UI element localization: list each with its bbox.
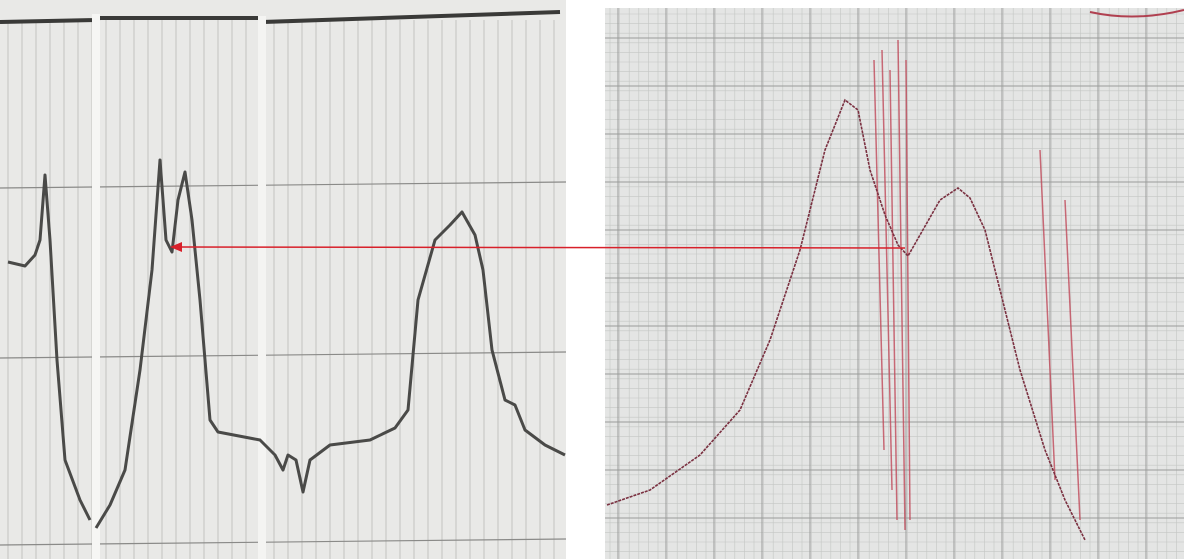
paper-fold bbox=[92, 14, 100, 559]
paper-fold bbox=[258, 16, 266, 559]
photo bbox=[0, 0, 1184, 559]
arrow bbox=[180, 247, 905, 248]
left-paper bbox=[0, 0, 566, 559]
